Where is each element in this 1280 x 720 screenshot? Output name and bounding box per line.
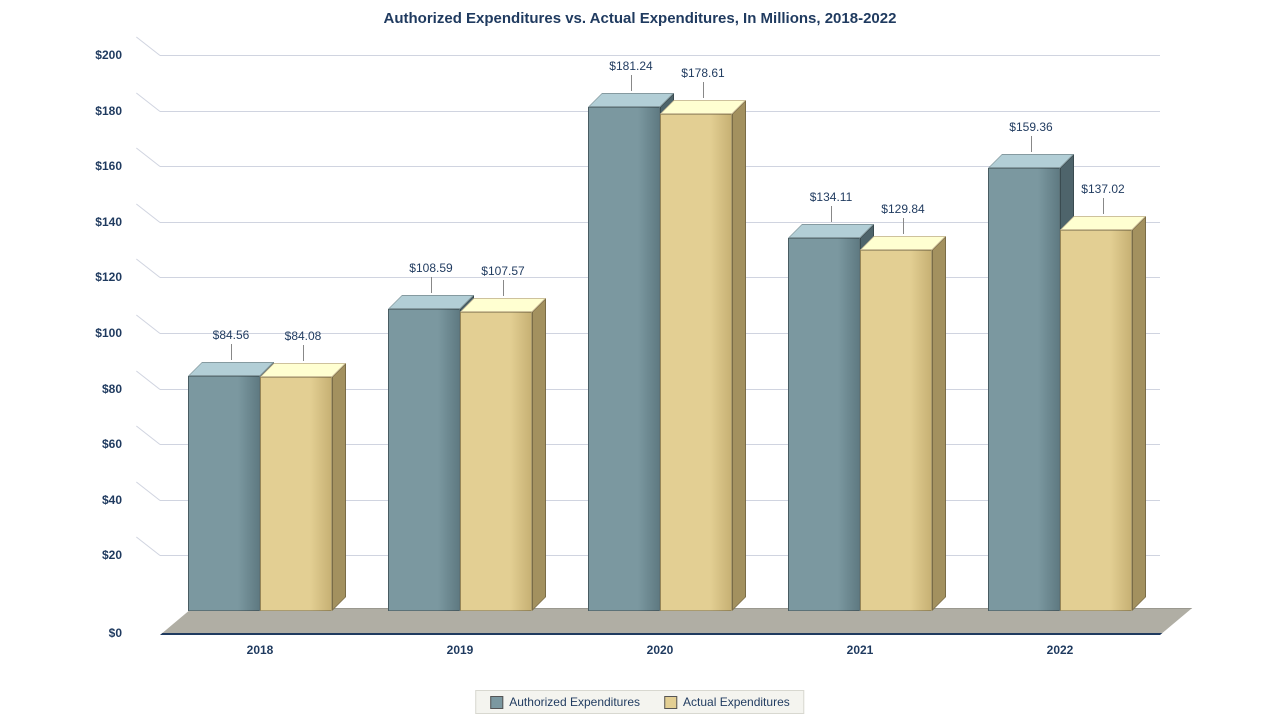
legend-label-authorized: Authorized Expenditures bbox=[509, 695, 640, 709]
legend-swatch-actual bbox=[664, 696, 677, 709]
leader-line bbox=[303, 345, 304, 361]
leader-line bbox=[503, 280, 504, 296]
x-axis-tick: 2022 bbox=[1047, 643, 1074, 657]
y-axis-tick: $80 bbox=[102, 382, 122, 396]
gridline-depth bbox=[136, 426, 160, 445]
bar-actual bbox=[1060, 230, 1132, 611]
value-label: $108.59 bbox=[409, 261, 452, 275]
plot-area: $0$20$40$60$80$100$120$140$160$180$20020… bbox=[160, 55, 1160, 635]
leader-line bbox=[903, 218, 904, 234]
value-label: $159.36 bbox=[1009, 120, 1052, 134]
bar-actual bbox=[460, 312, 532, 611]
value-label: $129.84 bbox=[881, 202, 924, 216]
chart-floor bbox=[160, 608, 1192, 635]
gridline-depth bbox=[136, 370, 160, 389]
bar-authorized bbox=[188, 376, 260, 611]
chart-title: Authorized Expenditures vs. Actual Expen… bbox=[0, 10, 1280, 27]
y-axis-tick: $140 bbox=[95, 215, 122, 229]
value-label: $84.56 bbox=[213, 328, 250, 342]
value-label: $107.57 bbox=[481, 264, 524, 278]
gridline-depth bbox=[136, 537, 160, 556]
x-axis-tick: 2019 bbox=[447, 643, 474, 657]
bar-authorized bbox=[588, 107, 660, 611]
gridline-depth bbox=[136, 37, 160, 56]
x-axis-tick: 2021 bbox=[847, 643, 874, 657]
y-axis-tick: $180 bbox=[95, 104, 122, 118]
y-axis-tick: $120 bbox=[95, 270, 122, 284]
bar-authorized bbox=[388, 309, 460, 611]
gridline-depth bbox=[136, 92, 160, 111]
value-label: $137.02 bbox=[1081, 182, 1124, 196]
leader-line bbox=[703, 82, 704, 98]
gridline-depth bbox=[136, 148, 160, 167]
y-axis-tick: $200 bbox=[95, 48, 122, 62]
bar-actual bbox=[260, 377, 332, 611]
value-label: $134.11 bbox=[810, 190, 853, 204]
gridline-depth bbox=[136, 259, 160, 278]
leader-line bbox=[1103, 198, 1104, 214]
leader-line bbox=[1031, 136, 1032, 152]
y-axis-tick: $20 bbox=[102, 548, 122, 562]
bar-actual bbox=[660, 114, 732, 611]
legend: Authorized Expenditures Actual Expenditu… bbox=[475, 690, 804, 714]
x-axis-tick: 2018 bbox=[247, 643, 274, 657]
gridline-depth bbox=[136, 203, 160, 222]
y-axis-tick: $0 bbox=[109, 626, 122, 640]
gridline-depth bbox=[136, 315, 160, 334]
legend-label-actual: Actual Expenditures bbox=[683, 695, 790, 709]
leader-line bbox=[431, 277, 432, 293]
legend-item-actual: Actual Expenditures bbox=[664, 695, 790, 709]
x-axis-tick: 2020 bbox=[647, 643, 674, 657]
y-axis-tick: $160 bbox=[95, 159, 122, 173]
legend-item-authorized: Authorized Expenditures bbox=[490, 695, 640, 709]
y-axis-tick: $100 bbox=[95, 326, 122, 340]
legend-swatch-authorized bbox=[490, 696, 503, 709]
y-axis-tick: $40 bbox=[102, 493, 122, 507]
bar-authorized bbox=[788, 238, 860, 611]
value-label: $181.24 bbox=[609, 59, 652, 73]
gridline-depth bbox=[136, 481, 160, 500]
value-label: $84.08 bbox=[285, 329, 322, 343]
leader-line bbox=[631, 75, 632, 91]
leader-line bbox=[231, 344, 232, 360]
bar-authorized bbox=[988, 168, 1060, 611]
expenditures-chart: Authorized Expenditures vs. Actual Expen… bbox=[0, 0, 1280, 720]
value-label: $178.61 bbox=[681, 66, 724, 80]
gridline bbox=[160, 55, 1160, 56]
leader-line bbox=[831, 206, 832, 222]
y-axis-tick: $60 bbox=[102, 437, 122, 451]
bar-actual bbox=[860, 250, 932, 611]
